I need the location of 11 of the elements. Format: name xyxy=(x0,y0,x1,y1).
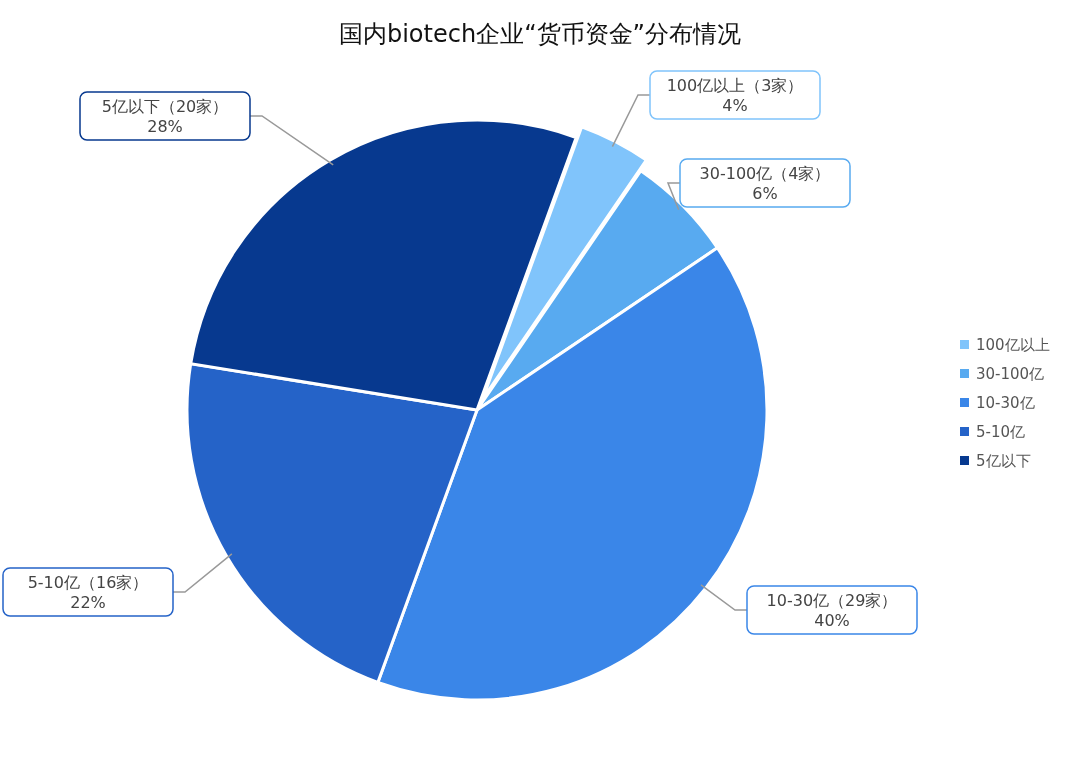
data-label: 10-30亿（29家） 40% xyxy=(766,591,898,630)
legend-label: 100亿以上 xyxy=(976,336,1050,354)
data-label: 30-100亿（4家） 6% xyxy=(699,164,831,203)
legend-label: 5-10亿 xyxy=(976,423,1026,441)
legend-label: 30-100亿 xyxy=(976,365,1045,383)
legend-label: 5亿以下 xyxy=(976,452,1031,470)
legend-label: 10-30亿 xyxy=(976,394,1035,412)
data-label: 5-10亿（16家） 22% xyxy=(27,573,149,612)
chart-title: 国内biotech企业“货币资金”分布情况 xyxy=(338,20,742,48)
data-label: 100亿以上（3家） 4% xyxy=(666,76,804,115)
data-label: 5亿以下（20家） 28% xyxy=(101,97,229,136)
